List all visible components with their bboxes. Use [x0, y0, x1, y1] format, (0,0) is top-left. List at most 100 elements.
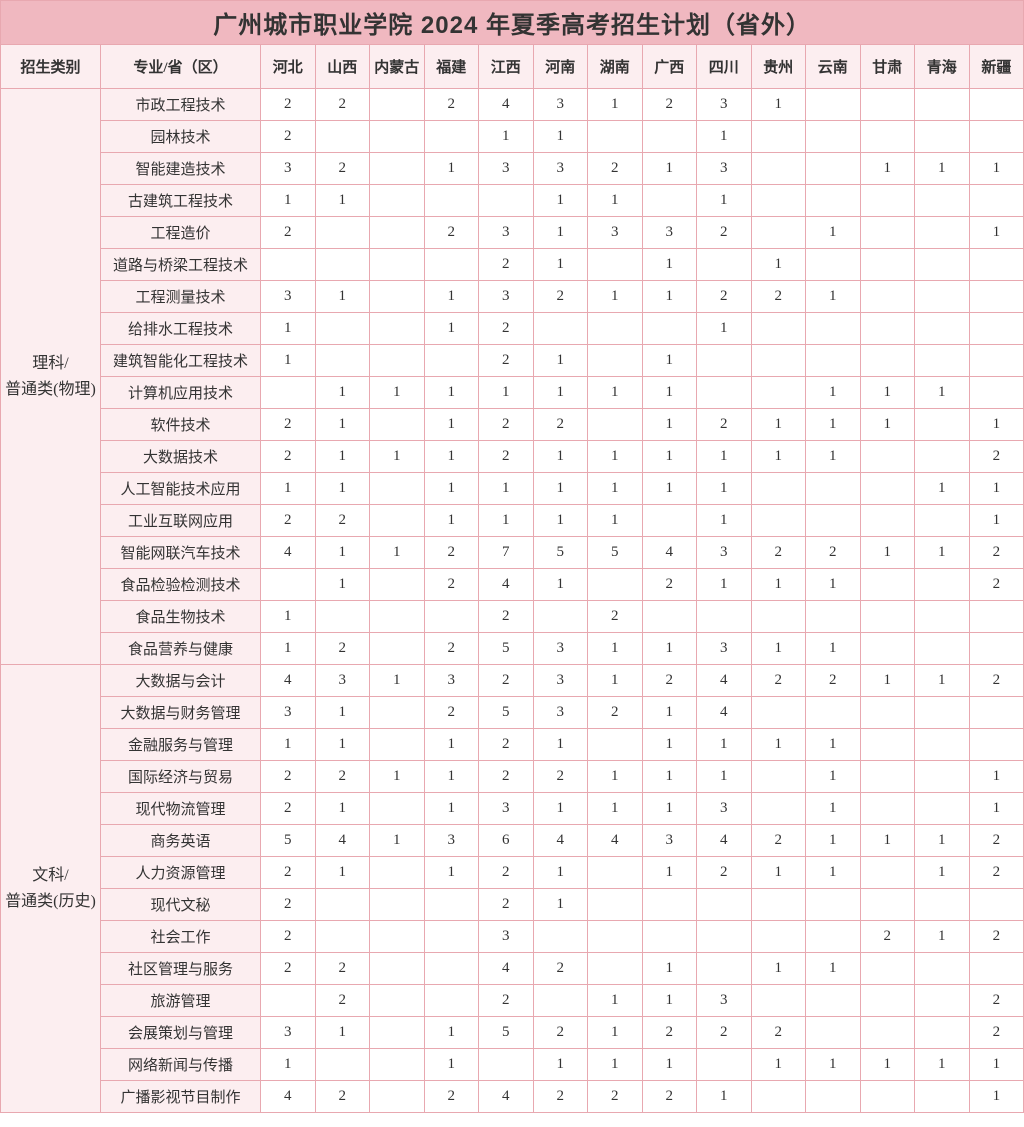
major-cell: 食品生物技术: [101, 601, 261, 633]
table-row: 园林技术2111: [1, 121, 1024, 153]
value-cell: 2: [479, 857, 534, 889]
value-cell: [860, 249, 915, 281]
value-cell: 2: [806, 537, 861, 569]
value-cell: 1: [969, 761, 1024, 793]
header-province: 广西: [642, 45, 697, 89]
value-cell: 2: [588, 153, 643, 185]
value-cell: 2: [315, 985, 370, 1017]
value-cell: [370, 217, 425, 249]
value-cell: [697, 345, 752, 377]
value-cell: 1: [261, 473, 316, 505]
value-cell: [806, 889, 861, 921]
value-cell: 1: [315, 857, 370, 889]
value-cell: 2: [261, 793, 316, 825]
value-cell: [806, 473, 861, 505]
value-cell: 1: [424, 153, 479, 185]
value-cell: 3: [261, 1017, 316, 1049]
value-cell: 1: [642, 793, 697, 825]
value-cell: [751, 985, 806, 1017]
value-cell: 1: [533, 217, 588, 249]
value-cell: 1: [751, 857, 806, 889]
value-cell: 1: [697, 1081, 752, 1113]
value-cell: 1: [806, 729, 861, 761]
value-cell: [751, 153, 806, 185]
value-cell: 1: [315, 793, 370, 825]
value-cell: 1: [261, 1049, 316, 1081]
value-cell: [860, 761, 915, 793]
value-cell: 2: [969, 665, 1024, 697]
value-cell: 1: [533, 377, 588, 409]
value-cell: 1: [751, 89, 806, 121]
value-cell: 1: [533, 729, 588, 761]
value-cell: 4: [315, 825, 370, 857]
value-cell: 3: [261, 153, 316, 185]
value-cell: [751, 185, 806, 217]
value-cell: 1: [806, 793, 861, 825]
value-cell: [860, 473, 915, 505]
value-cell: 2: [479, 409, 534, 441]
value-cell: 3: [533, 697, 588, 729]
value-cell: 1: [533, 441, 588, 473]
value-cell: [697, 889, 752, 921]
value-cell: [588, 953, 643, 985]
value-cell: 1: [588, 185, 643, 217]
value-cell: [806, 601, 861, 633]
value-cell: 2: [751, 537, 806, 569]
value-cell: 3: [642, 825, 697, 857]
major-cell: 大数据与财务管理: [101, 697, 261, 729]
value-cell: 1: [642, 441, 697, 473]
value-cell: 2: [697, 281, 752, 313]
value-cell: [261, 377, 316, 409]
value-cell: 1: [642, 761, 697, 793]
value-cell: 1: [969, 1049, 1024, 1081]
value-cell: [642, 601, 697, 633]
value-cell: [370, 153, 425, 185]
value-cell: [969, 281, 1024, 313]
value-cell: 1: [697, 473, 752, 505]
value-cell: 2: [642, 1081, 697, 1113]
value-cell: 2: [315, 953, 370, 985]
value-cell: 1: [806, 281, 861, 313]
value-cell: [315, 345, 370, 377]
value-cell: [860, 857, 915, 889]
header-province: 云南: [806, 45, 861, 89]
value-cell: 1: [806, 217, 861, 249]
value-cell: 1: [261, 601, 316, 633]
table-row: 会展策划与管理3115212222: [1, 1017, 1024, 1049]
value-cell: 2: [424, 569, 479, 601]
value-cell: 1: [588, 1049, 643, 1081]
table-row: 旅游管理221132: [1, 985, 1024, 1017]
value-cell: 1: [424, 505, 479, 537]
value-cell: 4: [261, 537, 316, 569]
value-cell: [588, 313, 643, 345]
header-province: 甘肃: [860, 45, 915, 89]
value-cell: 1: [424, 281, 479, 313]
value-cell: 1: [424, 473, 479, 505]
value-cell: 2: [261, 761, 316, 793]
value-cell: 1: [642, 985, 697, 1017]
value-cell: [697, 1049, 752, 1081]
value-cell: [751, 377, 806, 409]
value-cell: 2: [424, 697, 479, 729]
value-cell: [642, 889, 697, 921]
value-cell: 2: [261, 409, 316, 441]
value-cell: 1: [424, 1049, 479, 1081]
value-cell: [915, 1017, 970, 1049]
value-cell: [424, 985, 479, 1017]
value-cell: [588, 889, 643, 921]
value-cell: 2: [315, 153, 370, 185]
value-cell: [697, 249, 752, 281]
value-cell: 1: [424, 377, 479, 409]
major-cell: 建筑智能化工程技术: [101, 345, 261, 377]
value-cell: 2: [860, 921, 915, 953]
value-cell: [370, 409, 425, 441]
value-cell: 4: [479, 569, 534, 601]
value-cell: 1: [424, 857, 479, 889]
value-cell: 2: [315, 505, 370, 537]
value-cell: [806, 121, 861, 153]
value-cell: [860, 345, 915, 377]
value-cell: 1: [315, 697, 370, 729]
value-cell: 1: [533, 505, 588, 537]
value-cell: [915, 697, 970, 729]
value-cell: 1: [697, 569, 752, 601]
